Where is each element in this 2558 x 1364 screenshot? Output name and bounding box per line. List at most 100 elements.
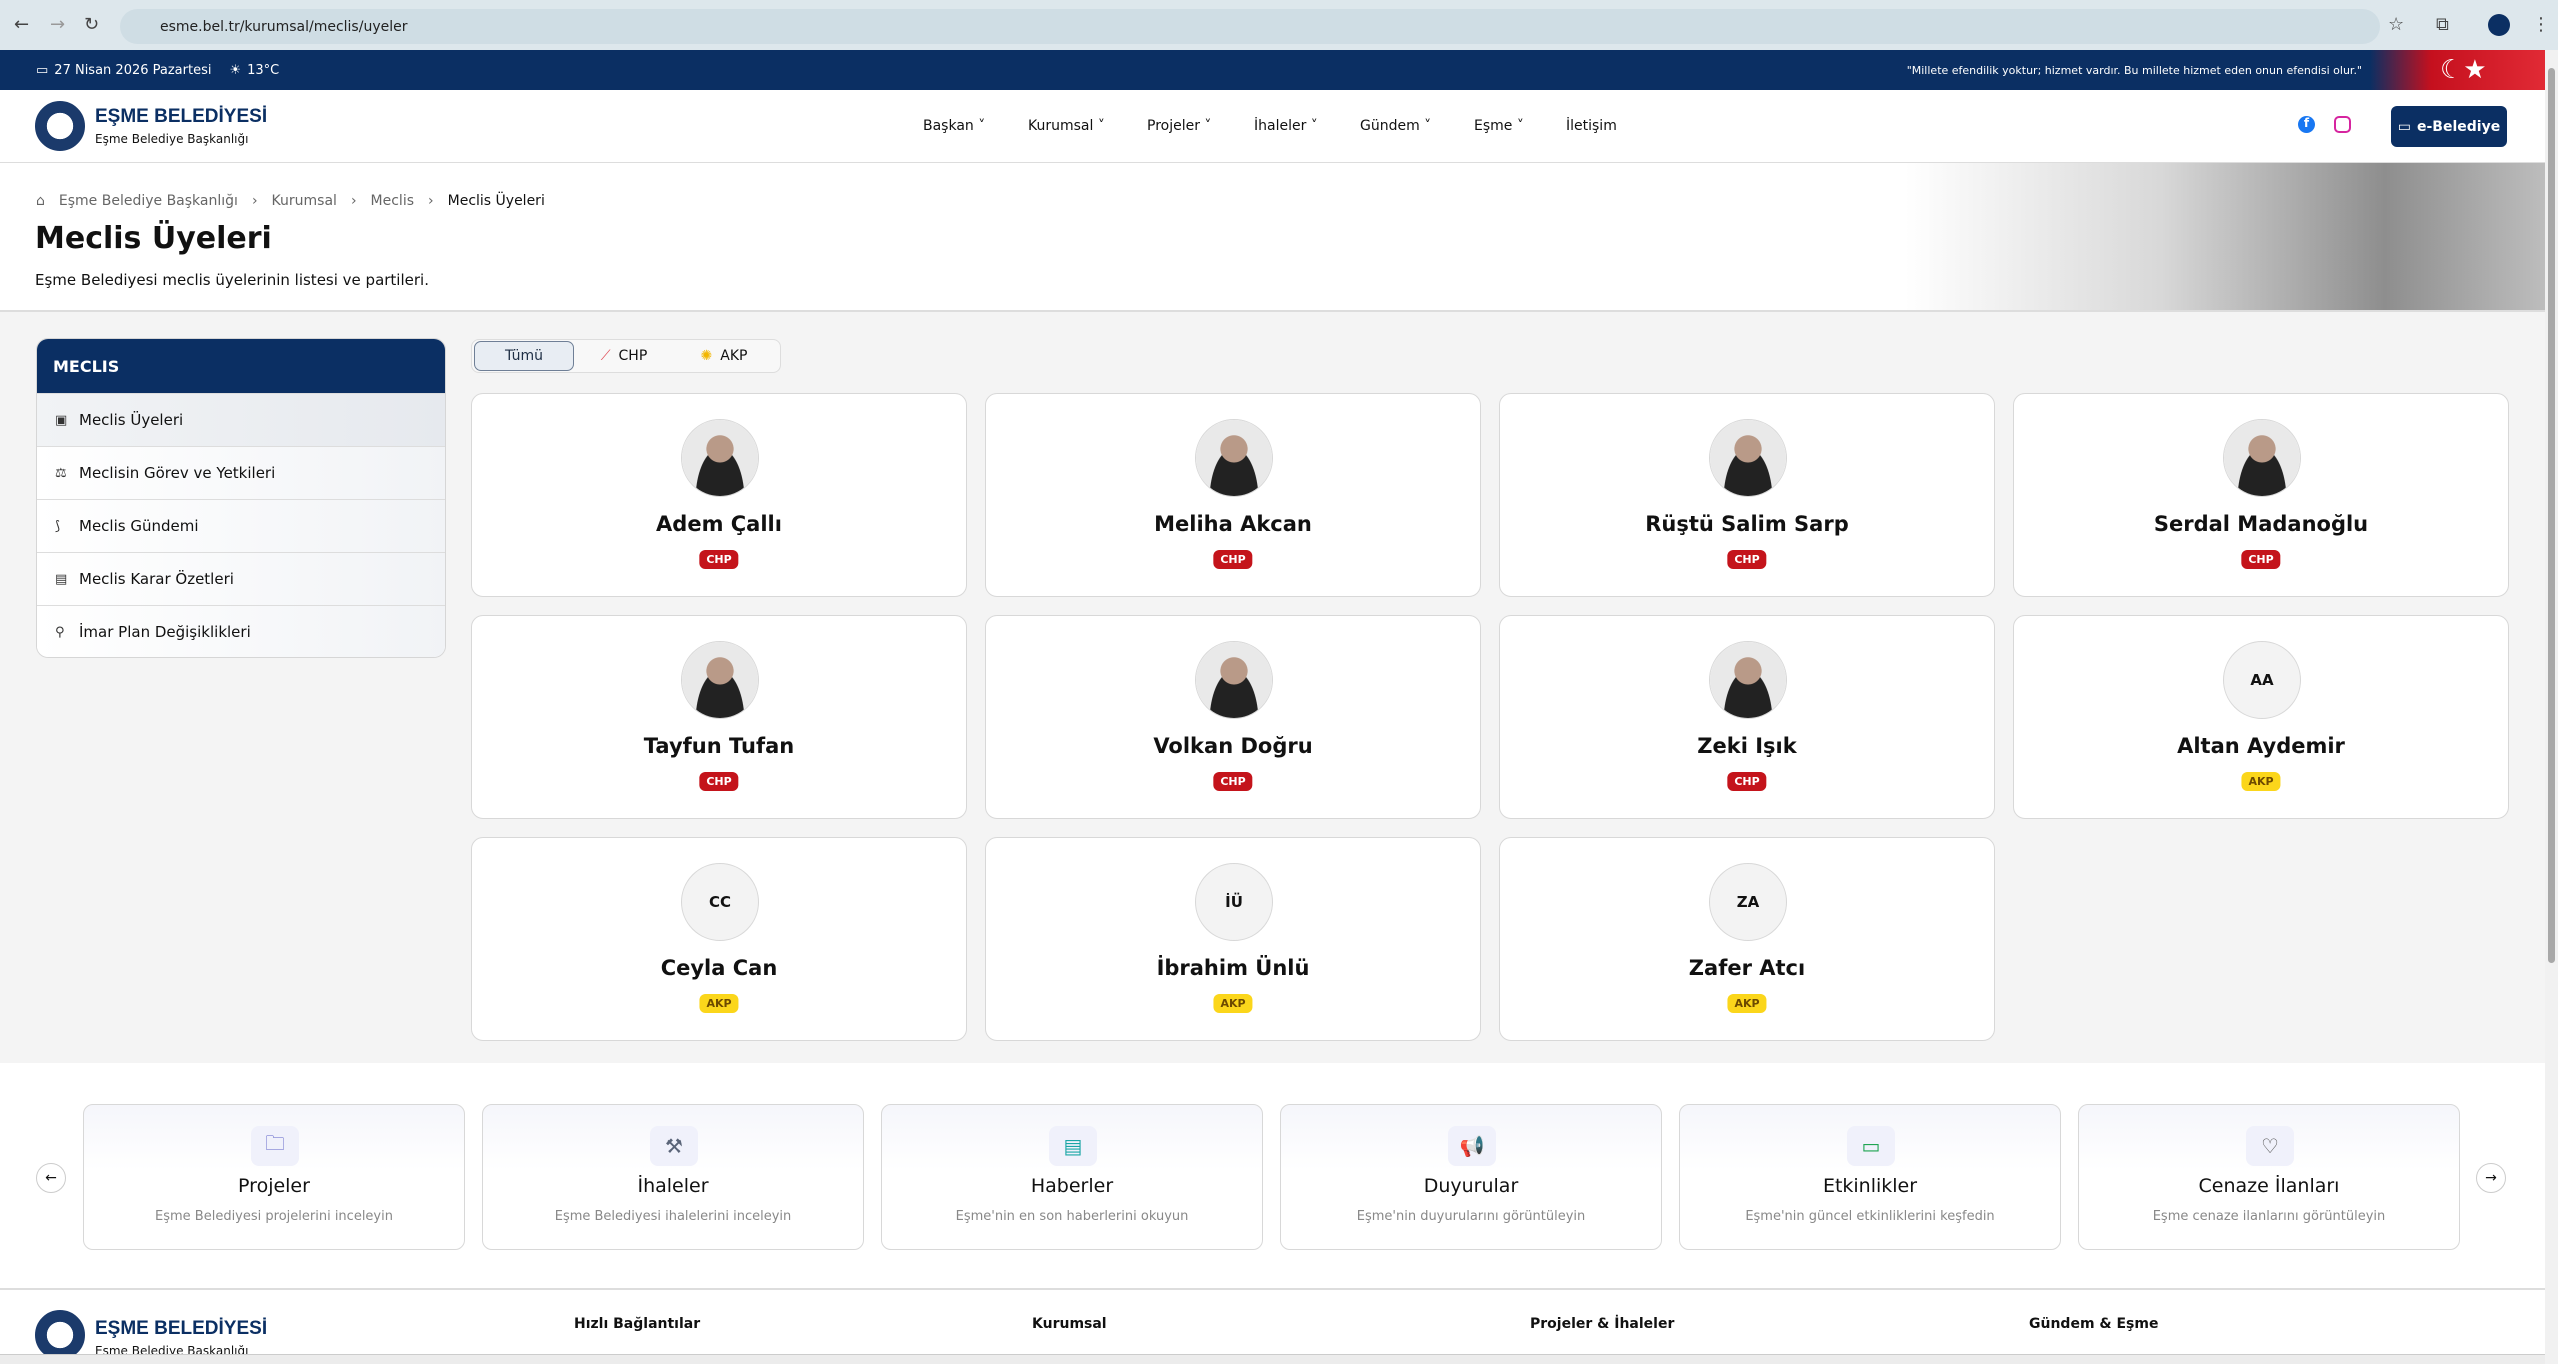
nav-projeler[interactable]: Projeler ˅ bbox=[1147, 118, 1212, 134]
quick-link-desc: Eşme'nin güncel etkinliklerini keşfedin bbox=[1745, 1209, 1995, 1224]
member-card[interactable]: Meliha Akcan CHP bbox=[985, 393, 1481, 597]
quick-link-card[interactable]: 🗀 Projeler Eşme Belediyesi projelerini i… bbox=[83, 1104, 465, 1250]
megaphone-icon: 📢 bbox=[1448, 1126, 1496, 1166]
carousel-next-button[interactable]: → bbox=[2476, 1163, 2506, 1193]
rss-icon: ⟆ bbox=[55, 518, 61, 534]
facebook-icon[interactable]: f bbox=[2298, 116, 2315, 133]
url-bar[interactable]: esme.bel.tr/kurumsal/meclis/uyeler bbox=[120, 9, 2380, 44]
quick-link-title: Cenaze İlanları bbox=[2198, 1175, 2340, 1197]
reload-icon[interactable]: ↻ bbox=[84, 14, 100, 35]
forward-icon[interactable]: → bbox=[50, 14, 66, 35]
breadcrumb-home[interactable]: Eşme Belediye Başkanlığı bbox=[58, 193, 238, 209]
page-hero: ⌂ Eşme Belediye Başkanlığı › Kurumsal › Me… bbox=[0, 163, 2545, 312]
meclis-sidebar: MECLIS ▣ Meclis Üyeleri ⚖ Meclisin Görev v… bbox=[36, 338, 446, 658]
sidebar-item-meclis-uyeleri[interactable]: ▣ Meclis Üyeleri bbox=[37, 393, 445, 446]
extensions-icon[interactable]: ⧉ bbox=[2436, 14, 2449, 35]
footer-heading-projeler: Projeler & İhaleler bbox=[1530, 1316, 1675, 1332]
member-card[interactable]: Zeki Işık CHP bbox=[1499, 615, 1995, 819]
member-name: Volkan Doğru bbox=[1153, 734, 1313, 758]
member-name: İbrahim Ünlü bbox=[1156, 956, 1310, 980]
top-info-bar: ▭ 27 Nisan 2026 Pazartesi ☀ 13°C "Millet… bbox=[0, 50, 2545, 90]
nav-ihaleler[interactable]: İhaleler ˅ bbox=[1254, 118, 1318, 134]
member-initials-avatar: ZA bbox=[1709, 863, 1787, 941]
quick-link-card[interactable]: ▭ Etkinlikler Eşme'nin güncel etkinlikle… bbox=[1679, 1104, 2061, 1250]
member-photo bbox=[681, 641, 759, 719]
quick-link-desc: Eşme'nin en son haberlerini okuyun bbox=[955, 1209, 1189, 1224]
back-icon[interactable]: ← bbox=[14, 14, 30, 35]
sidebar-item-imar-plan[interactable]: ⚲ İmar Plan Değişiklikleri bbox=[37, 605, 445, 657]
map-pin-icon: ⚲ bbox=[55, 624, 65, 640]
hand-heart-icon: ♡ bbox=[2246, 1126, 2294, 1166]
member-photo bbox=[1709, 641, 1787, 719]
logo-subtitle: Eşme Belediye Başkanlığı bbox=[95, 132, 249, 146]
quick-link-card[interactable]: ⚒ İhaleler Eşme Belediyesi ihalelerini i… bbox=[482, 1104, 864, 1250]
municipality-logo[interactable] bbox=[35, 101, 85, 151]
filter-tumu[interactable]: Tümü bbox=[474, 341, 574, 371]
member-name: Ceyla Can bbox=[660, 956, 778, 980]
carousel-prev-button[interactable]: ← bbox=[36, 1163, 66, 1193]
footer-logo-title: EŞME BELEDİYESİ bbox=[95, 1318, 268, 1339]
nav-baskan[interactable]: Başkan ˅ bbox=[923, 118, 986, 134]
sidebar-item-gundem[interactable]: ⟆ Meclis Gündemi bbox=[37, 499, 445, 552]
quick-link-title: Haberler bbox=[1030, 1175, 1114, 1197]
profile-avatar[interactable] bbox=[2488, 14, 2510, 36]
instagram-icon[interactable] bbox=[2334, 116, 2351, 133]
filter-chp[interactable]: ⟋ CHP bbox=[600, 348, 648, 364]
party-badge: AKP bbox=[1213, 994, 1253, 1013]
party-badge: AKP bbox=[2241, 772, 2281, 791]
quick-link-card[interactable]: ♡ Cenaze İlanları Eşme cenaze ilanlarını… bbox=[2078, 1104, 2460, 1250]
flag-banner-image: ☾★ bbox=[2370, 50, 2545, 90]
quick-link-card[interactable]: 📢 Duyurular Eşme'nin duyurularını görünt… bbox=[1280, 1104, 1662, 1250]
member-photo bbox=[2223, 419, 2301, 497]
footer-logo bbox=[35, 1310, 85, 1360]
member-card[interactable]: İÜ İbrahim Ünlü AKP bbox=[985, 837, 1481, 1041]
nav-iletisim[interactable]: İletişim bbox=[1566, 118, 1617, 134]
quick-link-title: Projeler bbox=[238, 1175, 310, 1197]
member-card[interactable]: Serdal Madanoğlu CHP bbox=[2013, 393, 2509, 597]
breadcrumb-meclis[interactable]: Meclis bbox=[370, 193, 415, 209]
menu-icon[interactable]: ⋮ bbox=[2532, 14, 2550, 35]
breadcrumb-kurumsal[interactable]: Kurumsal bbox=[271, 193, 337, 209]
member-photo bbox=[1709, 419, 1787, 497]
page-title: Meclis Üyeleri bbox=[35, 221, 272, 256]
party-badge: CHP bbox=[1727, 550, 1767, 569]
party-filter: Tümü ⟋ CHP ✺ AKP bbox=[471, 339, 781, 373]
date-text: 27 Nisan 2026 Pazartesi bbox=[54, 62, 212, 78]
nav-kurumsal[interactable]: Kurumsal ˅ bbox=[1028, 118, 1105, 134]
bookmark-star-icon[interactable]: ☆ bbox=[2388, 14, 2405, 35]
member-name: Adem Çallı bbox=[656, 512, 782, 536]
home-icon[interactable]: ⌂ bbox=[36, 193, 45, 209]
quick-link-card[interactable]: ▤ Haberler Eşme'nin en son haberlerini o… bbox=[881, 1104, 1263, 1250]
member-card[interactable]: Tayfun Tufan CHP bbox=[471, 615, 967, 819]
member-card[interactable]: CC Ceyla Can AKP bbox=[471, 837, 967, 1041]
member-initials-avatar: CC bbox=[681, 863, 759, 941]
footer-heading-gundem: Gündem & Eşme bbox=[2029, 1316, 2159, 1332]
browser-toolbar: ← → ↻ esme.bel.tr/kurumsal/meclis/uyeler… bbox=[0, 0, 2558, 50]
horizontal-scrollbar[interactable] bbox=[0, 1354, 2545, 1364]
member-card[interactable]: Volkan Doğru CHP bbox=[985, 615, 1481, 819]
party-badge: CHP bbox=[1727, 772, 1767, 791]
newspaper-icon: ▤ bbox=[1049, 1126, 1097, 1166]
chp-logo-icon: ⟋ bbox=[600, 348, 611, 364]
nav-esme[interactable]: Eşme ˅ bbox=[1474, 118, 1524, 134]
sidebar-item-gorev-yetkiler[interactable]: ⚖ Meclisin Görev ve Yetkileri bbox=[37, 446, 445, 499]
member-photo bbox=[1195, 641, 1273, 719]
party-badge: CHP bbox=[1213, 772, 1253, 791]
member-card[interactable]: Rüştü Salim Sarp CHP bbox=[1499, 393, 1995, 597]
member-card[interactable]: ZA Zafer Atcı AKP bbox=[1499, 837, 1995, 1041]
filter-akp[interactable]: ✺ AKP bbox=[700, 348, 748, 364]
e-belediye-button[interactable]: ▭ e-Belediye bbox=[2391, 106, 2507, 147]
scrollbar-thumb[interactable] bbox=[2548, 68, 2555, 963]
member-card[interactable]: AA Altan Aydemir AKP bbox=[2013, 615, 2509, 819]
quick-link-desc: Eşme'nin duyurularını görüntüleyin bbox=[1356, 1209, 1586, 1224]
logo-title[interactable]: EŞME BELEDİYESİ bbox=[95, 106, 268, 127]
member-card[interactable]: Adem Çallı CHP bbox=[471, 393, 967, 597]
sidebar-title: MECLIS bbox=[37, 339, 445, 393]
party-badge: CHP bbox=[2241, 550, 2281, 569]
footer-heading-hizli: Hızlı Bağlantılar bbox=[574, 1316, 701, 1332]
page-subtitle: Eşme Belediyesi meclis üyelerinin listes… bbox=[35, 271, 429, 289]
sidebar-item-karar-ozetleri[interactable]: ▤ Meclis Karar Özetleri bbox=[37, 552, 445, 605]
nav-gundem[interactable]: Gündem ˅ bbox=[1360, 118, 1432, 134]
member-name: Rüştü Salim Sarp bbox=[1645, 512, 1849, 536]
member-photo bbox=[681, 419, 759, 497]
